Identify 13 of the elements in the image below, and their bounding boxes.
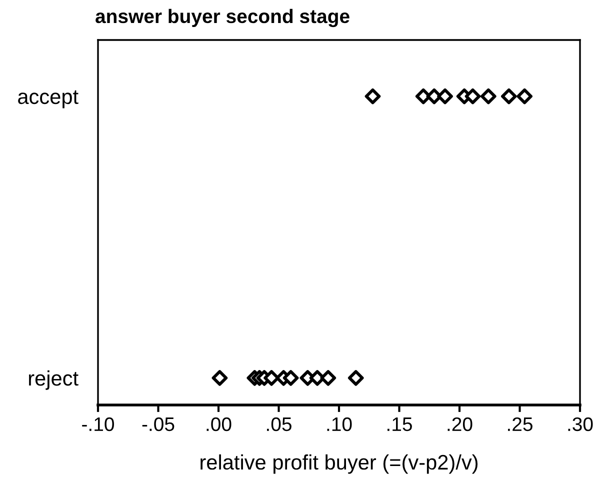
y-tick-label: accept [18, 90, 78, 108]
y-tick-label: reject [29, 370, 78, 390]
x-tick-label: .10 [327, 417, 352, 432]
x-tick-label: -.05 [142, 417, 174, 432]
x-tick-label: .20 [448, 417, 472, 432]
x-tick-label: .30 [568, 417, 593, 432]
x-axis-title: relative profit buyer (=(v-p2)/v) [200, 454, 478, 474]
x-tick-label: .25 [508, 417, 532, 432]
chart-title: answer buyer second stage [96, 8, 350, 28]
x-tick-label: .05 [267, 417, 292, 432]
x-tick-label: .15 [388, 418, 412, 432]
x-tick-label: -.10 [82, 417, 114, 432]
x-tick-label: .00 [206, 417, 232, 432]
